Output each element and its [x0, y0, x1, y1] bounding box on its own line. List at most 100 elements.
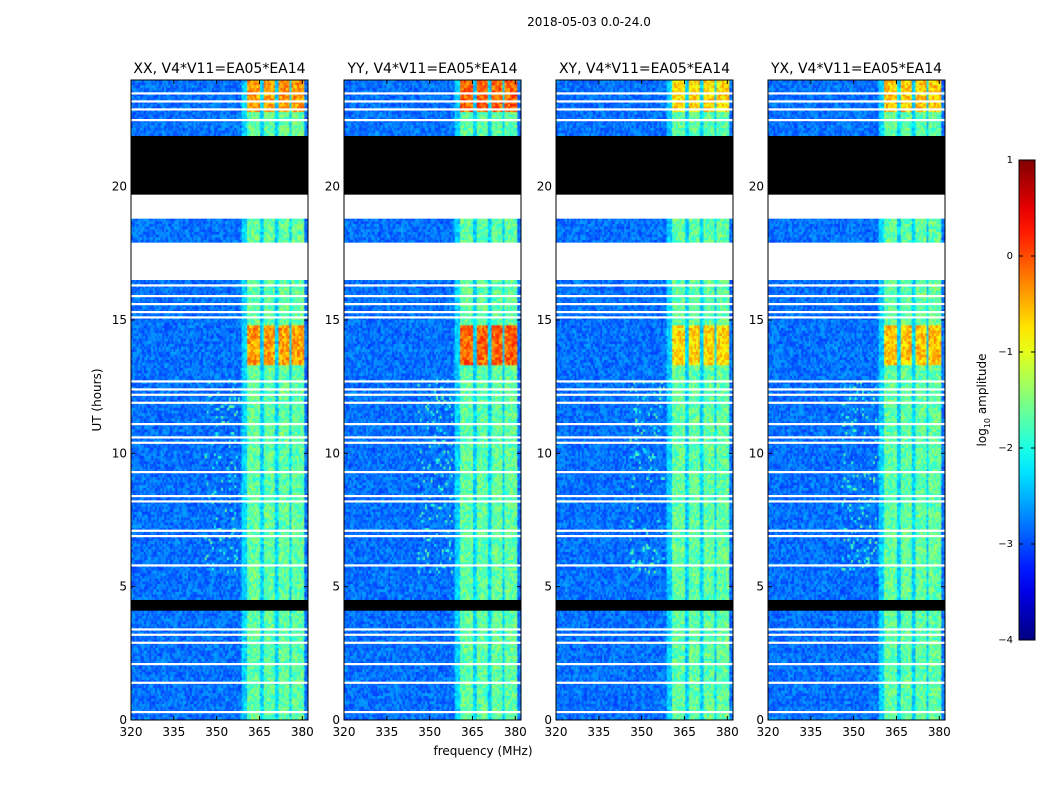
- flagged-line: [344, 119, 521, 122]
- flagged-black-band: [131, 136, 308, 203]
- flagged-black-band: [768, 600, 945, 611]
- flagged-line: [768, 495, 945, 498]
- flagged-line: [556, 436, 733, 439]
- x-tick-label: 335: [162, 725, 185, 739]
- colorbar-label: log10 amplitude: [975, 354, 992, 447]
- flagged-line: [344, 529, 521, 532]
- flagged-black-band: [131, 600, 308, 611]
- flagged-line: [556, 92, 733, 95]
- flagged-black-band: [344, 136, 521, 203]
- y-tick-label: 15: [112, 313, 127, 327]
- flagged-line: [131, 711, 308, 714]
- flagged-line: [344, 284, 521, 287]
- axes-frame: [555, 79, 734, 721]
- flagged-line: [344, 388, 521, 391]
- y-tick-label: 15: [749, 313, 764, 327]
- flagged-line: [556, 641, 733, 644]
- flagged-line: [768, 441, 945, 444]
- flagged-line: [131, 92, 308, 95]
- x-tick-label: 350: [418, 725, 441, 739]
- flagged-line: [131, 119, 308, 122]
- flagged-line: [344, 681, 521, 684]
- x-tick-label: 365: [673, 725, 696, 739]
- flagged-line: [556, 380, 733, 383]
- flagged-line: [556, 711, 733, 714]
- flagged-line: [556, 663, 733, 666]
- flagged-line: [768, 711, 945, 714]
- x-tick-label: 365: [461, 725, 484, 739]
- flagged-line: [556, 316, 733, 319]
- flagged-line: [131, 401, 308, 404]
- flagged-line: [131, 495, 308, 498]
- flagged-line: [768, 295, 945, 298]
- flagged-line: [344, 633, 521, 636]
- x-tick-label: 335: [375, 725, 398, 739]
- x-tick-label: 365: [248, 725, 271, 739]
- flagged-line: [344, 303, 521, 306]
- flagged-line: [556, 529, 733, 532]
- flagged-line: [344, 564, 521, 567]
- panel-yx: YX, V4*V11=EA05*EA14 320 335 350 365 380 0 5 10 1…: [749, 61, 951, 739]
- flagged-line: [768, 535, 945, 538]
- flagged-line: [131, 564, 308, 567]
- panel-xy: XY, V4*V11=EA05*EA14 320 335 350 365 380 0 5 10 1…: [537, 61, 739, 739]
- colorbar-tick-label: −3: [998, 539, 1013, 550]
- x-tick-label: 350: [842, 725, 865, 739]
- colorbar-gradient: [1018, 159, 1036, 641]
- flagged-line: [768, 641, 945, 644]
- flagged-line: [131, 663, 308, 666]
- flagged-line: [768, 316, 945, 319]
- flagged-line: [131, 641, 308, 644]
- y-tick-label: 15: [325, 313, 340, 327]
- flagged-line: [131, 303, 308, 306]
- flagged-line: [768, 564, 945, 567]
- flagged-line: [556, 393, 733, 396]
- flagged-line: [344, 92, 521, 95]
- flagged-line: [768, 92, 945, 95]
- x-tick-label: 320: [333, 725, 356, 739]
- flagged-black-band: [556, 136, 733, 203]
- flagged-line: [131, 295, 308, 298]
- x-tick-label: 320: [757, 725, 780, 739]
- flagged-white-band: [556, 242, 733, 280]
- flagged-line: [556, 119, 733, 122]
- colorbar-tick-label: −1: [998, 347, 1013, 358]
- flagged-line: [768, 393, 945, 396]
- flagged-line: [556, 401, 733, 404]
- flagged-line: [131, 388, 308, 391]
- x-tick-label: 350: [630, 725, 653, 739]
- colorbar: 1 0 −1 −2 −3 −4: [998, 155, 1036, 646]
- flagged-line: [131, 393, 308, 396]
- flagged-line: [344, 471, 521, 474]
- x-tick-label: 365: [885, 725, 908, 739]
- flagged-line: [768, 303, 945, 306]
- x-tick-label: 380: [716, 725, 739, 739]
- flagged-line: [556, 388, 733, 391]
- flagged-line: [344, 663, 521, 666]
- flagged-white-band: [131, 194, 308, 219]
- y-tick-label: 5: [544, 580, 552, 594]
- y-tick-label: 5: [332, 580, 340, 594]
- flagged-line: [131, 441, 308, 444]
- flagged-line: [556, 311, 733, 314]
- flagged-line: [344, 495, 521, 498]
- x-tick-label: 320: [545, 725, 568, 739]
- panel-title: YX, V4*V11=EA05*EA14: [770, 61, 942, 77]
- flagged-line: [344, 711, 521, 714]
- colorbar-tick-label: −4: [998, 635, 1013, 646]
- flagged-line: [768, 500, 945, 503]
- flagged-line: [768, 436, 945, 439]
- flagged-white-band: [556, 194, 733, 219]
- flagged-line: [131, 436, 308, 439]
- flagged-line: [344, 641, 521, 644]
- flagged-line: [768, 633, 945, 636]
- flagged-line: [768, 119, 945, 122]
- flagged-white-band: [768, 242, 945, 280]
- flagged-line: [344, 100, 521, 103]
- x-tick-label: 320: [120, 725, 143, 739]
- flagged-line: [556, 108, 733, 111]
- flagged-line: [768, 401, 945, 404]
- flagged-line: [344, 423, 521, 426]
- flagged-line: [131, 108, 308, 111]
